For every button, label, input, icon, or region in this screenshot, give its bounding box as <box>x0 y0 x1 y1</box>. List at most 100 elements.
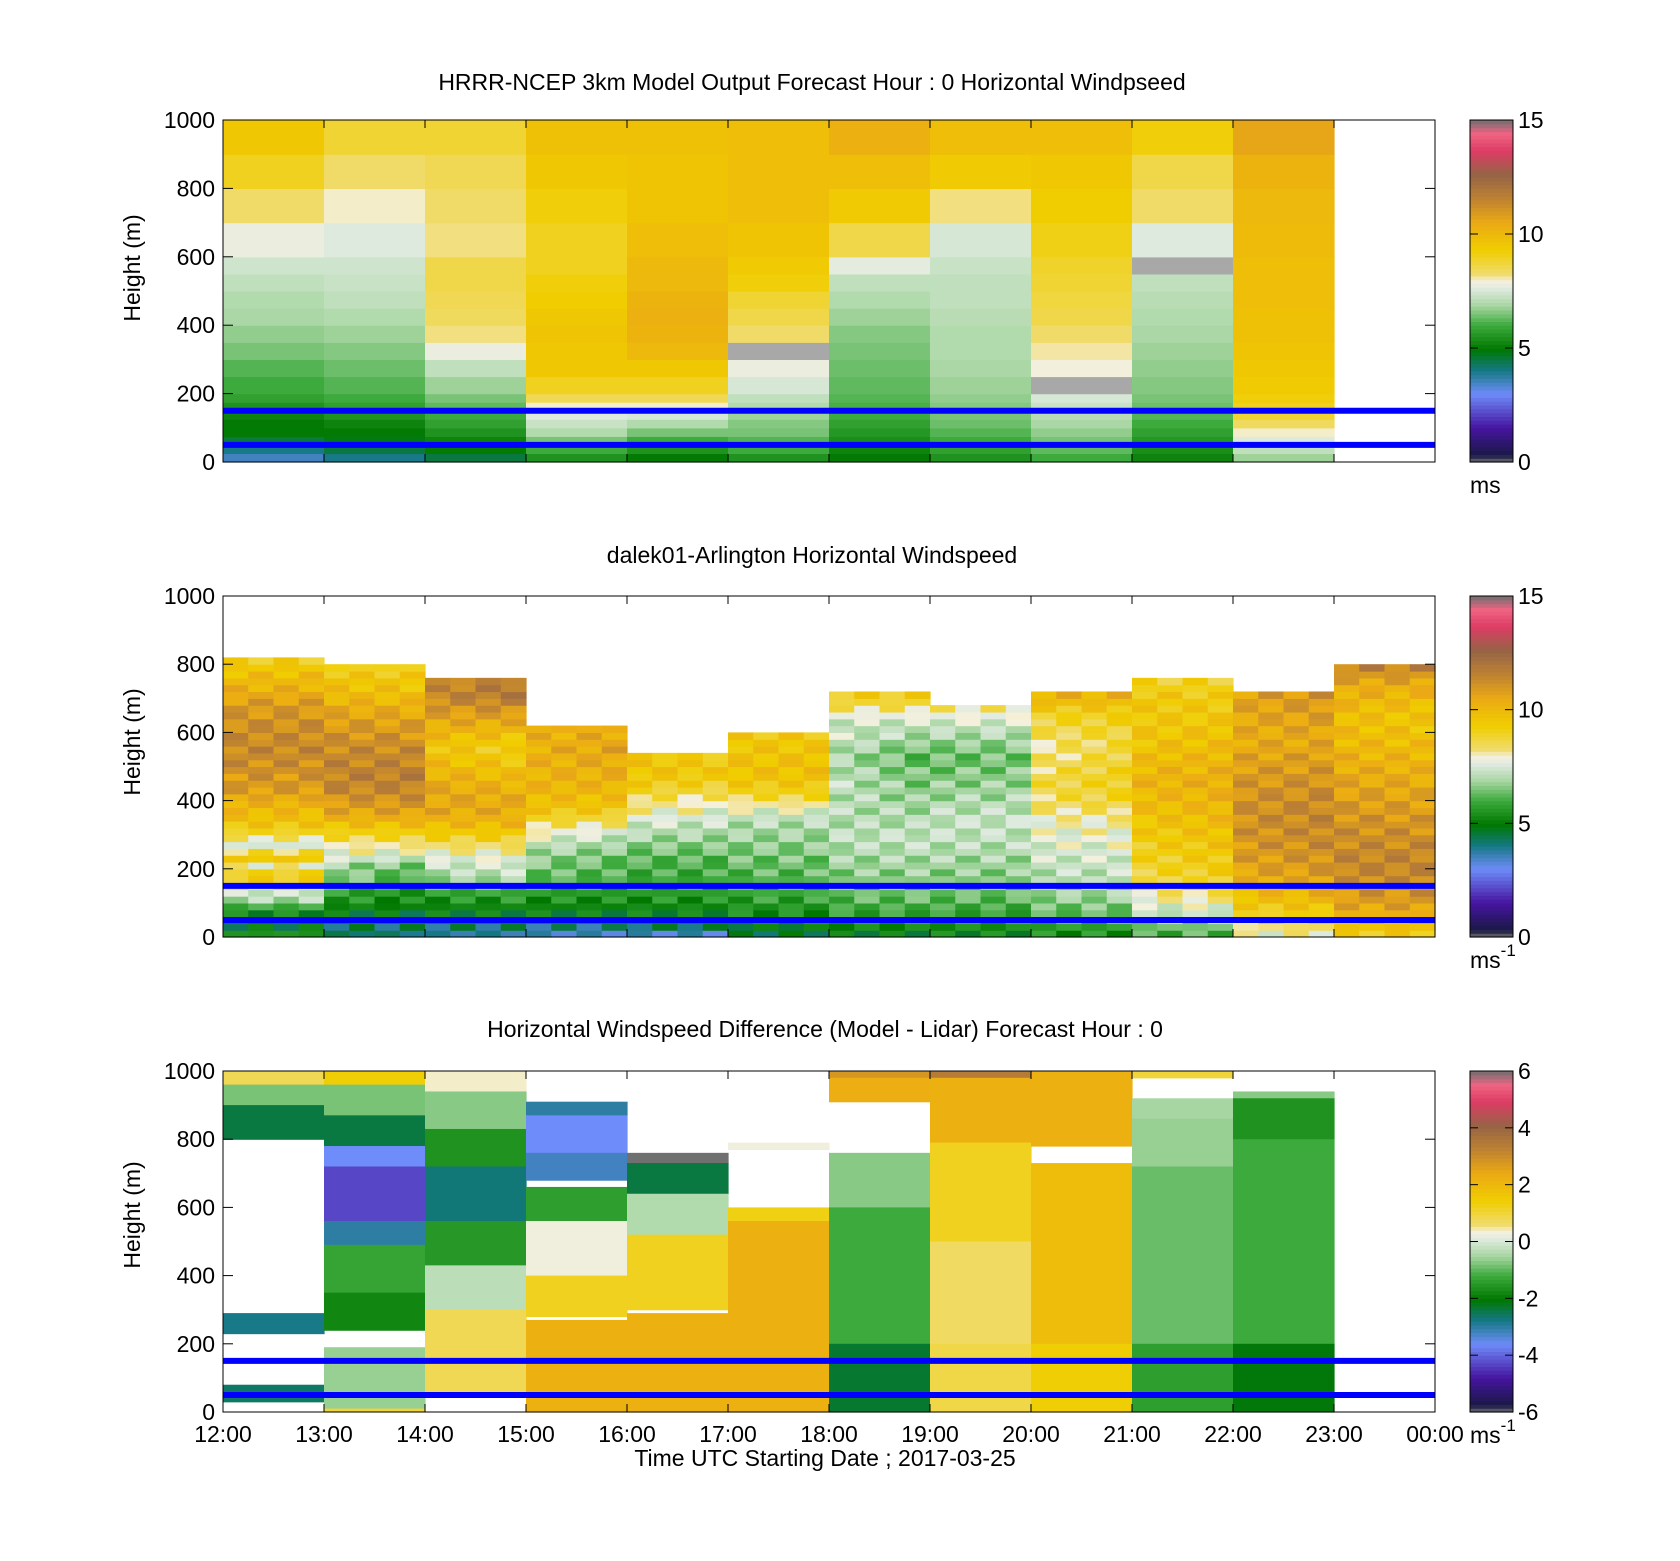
heatmap-cell <box>1334 821 1360 829</box>
heatmap-cell <box>475 766 502 774</box>
colorbar-segment <box>1470 401 1513 406</box>
heatmap-cell <box>1106 930 1133 938</box>
heatmap-cell <box>551 786 578 795</box>
heatmap-cell <box>728 814 754 822</box>
heatmap-cell <box>1384 909 1411 918</box>
heatmap-cell <box>324 841 350 849</box>
heatmap-cell <box>374 786 401 795</box>
colorbar-segment <box>1470 340 1513 345</box>
heatmap-cell <box>349 902 376 911</box>
heatmap-cell <box>223 410 325 420</box>
heatmap-cell <box>1334 752 1360 761</box>
heatmap-cell <box>1031 807 1057 815</box>
heatmap-cell <box>1157 834 1184 843</box>
heatmap-cell <box>500 698 527 706</box>
heatmap-cell <box>349 759 376 768</box>
heatmap-cell <box>399 800 426 809</box>
heatmap-cell <box>374 766 401 774</box>
colorbar-segment <box>1470 815 1513 821</box>
colorbar-segment <box>1470 827 1513 832</box>
heatmap-cell <box>652 855 679 863</box>
heatmap-cell <box>1132 273 1234 292</box>
heatmap-cell <box>450 821 477 829</box>
colorbar-segment <box>1470 793 1513 798</box>
heatmap-cell <box>1031 410 1133 420</box>
colorbar-tick-label: -2 <box>1518 1285 1538 1311</box>
heatmap-cell <box>652 875 679 884</box>
heatmap-cell <box>1031 256 1133 275</box>
heatmap-cell <box>1409 827 1436 836</box>
heatmap-cell <box>803 759 830 768</box>
heatmap-cell <box>248 889 275 897</box>
heatmap-cell <box>374 868 401 877</box>
heatmap-cell <box>324 773 350 781</box>
heatmap-cell <box>324 698 350 706</box>
heatmap-cell <box>652 930 679 938</box>
heatmap-cell <box>1031 453 1133 463</box>
heatmap-cell <box>1056 711 1083 720</box>
heatmap-cell <box>374 671 401 679</box>
heatmap-cell <box>1182 759 1209 768</box>
heatmap-cell <box>904 855 931 863</box>
heatmap-cell <box>324 671 350 679</box>
heatmap-cell <box>1005 780 1032 788</box>
heatmap-cell <box>677 834 704 843</box>
heatmap-cell <box>526 780 552 788</box>
heatmap-cell <box>399 664 426 672</box>
heatmap-cell <box>1081 759 1108 768</box>
heatmap-cell <box>1384 930 1411 938</box>
y-tick-label: 400 <box>177 1263 215 1289</box>
heatmap-cell <box>374 930 401 938</box>
heatmap-cell <box>930 875 956 884</box>
heatmap-cell <box>829 930 855 938</box>
heatmap-cell <box>1384 684 1411 693</box>
heatmap-cell <box>223 841 249 849</box>
heatmap-cell <box>980 875 1007 884</box>
heatmap-cell <box>526 1275 628 1318</box>
heatmap-cell <box>904 739 931 747</box>
heatmap-cell <box>1283 855 1310 863</box>
heatmap-cell <box>1409 889 1436 897</box>
heatmap-cell <box>652 834 679 843</box>
heatmap-cell <box>576 841 603 849</box>
heatmap-cell <box>1308 780 1335 788</box>
heatmap-cell <box>425 698 451 706</box>
heatmap-cell <box>829 848 855 856</box>
heatmap-cell <box>854 807 881 815</box>
heatmap-cell <box>728 154 830 189</box>
heatmap-cell <box>425 780 451 788</box>
heatmap-cell <box>526 827 552 836</box>
heatmap-cell <box>475 875 502 884</box>
colorbar-segment <box>1470 1271 1513 1277</box>
heatmap-cell <box>1233 759 1259 768</box>
heatmap-cell <box>1132 902 1158 911</box>
heatmap-cell <box>601 759 628 768</box>
heatmap-cell <box>1207 780 1234 788</box>
heatmap-cell <box>324 376 426 395</box>
heatmap-cell <box>879 848 906 856</box>
heatmap-cell <box>1132 766 1158 774</box>
heatmap-cell <box>1283 800 1310 809</box>
heatmap-cell <box>551 814 578 822</box>
heatmap-cell <box>1409 793 1436 802</box>
heatmap-cell <box>248 896 275 904</box>
heatmap-cell <box>980 725 1007 733</box>
colorbar-segment <box>1470 370 1513 376</box>
heatmap-cell <box>500 861 527 870</box>
heatmap-cell <box>879 889 906 897</box>
heatmap-cell <box>677 875 704 884</box>
heatmap-cell <box>1207 677 1234 686</box>
heatmap-cell <box>551 930 578 938</box>
colorbar-segment <box>1470 1105 1513 1110</box>
heatmap-cell <box>955 821 982 829</box>
heatmap-cell <box>1132 222 1234 258</box>
colorbar-segment <box>1470 1286 1513 1292</box>
heatmap-cell <box>829 814 855 822</box>
colorbar-segment <box>1470 1184 1513 1190</box>
heatmap-cell <box>1031 889 1057 897</box>
heatmap-cell <box>728 759 754 768</box>
heatmap-cell <box>702 841 729 849</box>
heatmap-cell <box>728 325 830 343</box>
heatmap-cell <box>526 410 628 420</box>
heatmap-cell <box>1258 746 1285 754</box>
